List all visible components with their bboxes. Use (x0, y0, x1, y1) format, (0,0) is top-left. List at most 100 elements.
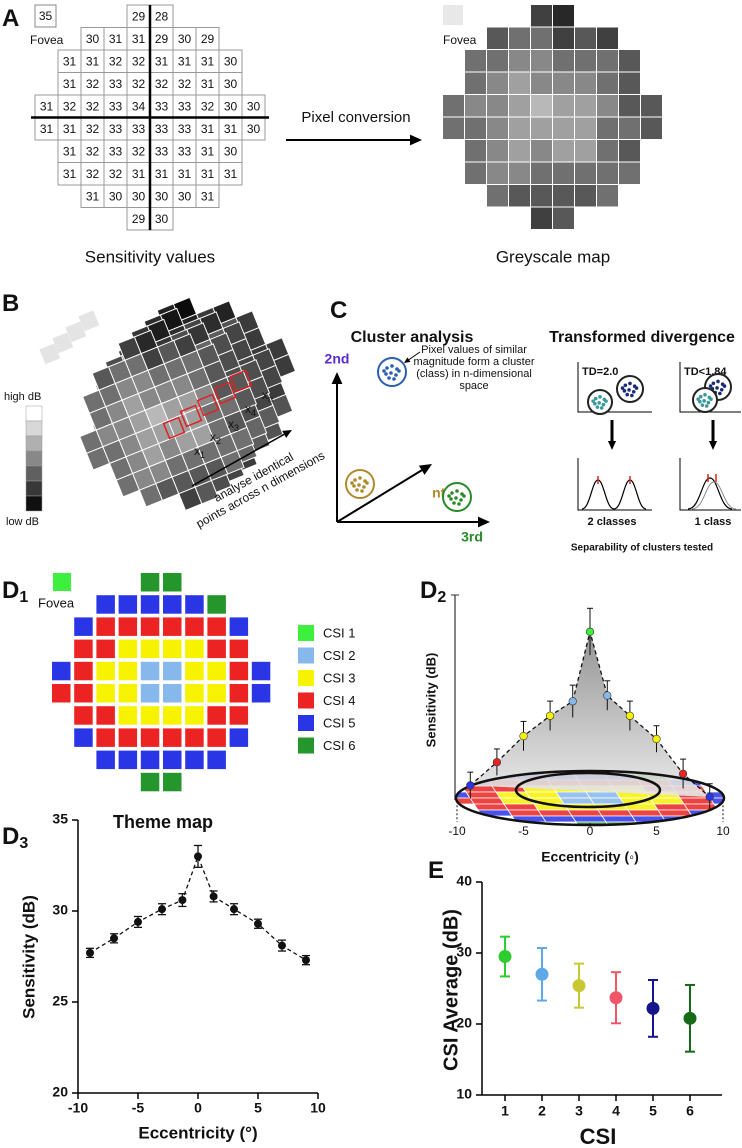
floor-cell (555, 791, 591, 799)
cluster-note: Pixel values of similar (421, 344, 527, 356)
theme-cell (185, 750, 204, 770)
theme-cell (140, 595, 160, 614)
layer-cell (229, 426, 255, 452)
point (158, 905, 166, 914)
grey-cell (531, 27, 552, 49)
grey-cell (465, 72, 486, 94)
theme-cell (96, 639, 115, 659)
grey-cell (575, 162, 596, 184)
theme-cell (96, 706, 115, 725)
sensitivity-value: 32 (201, 99, 215, 113)
d2-point (678, 769, 688, 778)
arrow (607, 420, 617, 450)
theme-cell (207, 684, 226, 703)
cluster-dot (350, 481, 354, 485)
theme-cell (229, 706, 249, 725)
sensitivity-value: 31 (201, 122, 215, 136)
test-result: 2 classes (588, 516, 637, 528)
cluster-dot (387, 376, 391, 380)
theme-cell (118, 617, 138, 636)
sensitivity-value: 29 (155, 32, 169, 46)
cluster-dot (457, 502, 461, 506)
theme-cell (163, 617, 182, 636)
floor-cell (456, 791, 471, 799)
arrow (337, 516, 490, 528)
sensitivity-value: 31 (63, 122, 77, 136)
theme-cell (140, 639, 160, 659)
arrow-head (404, 357, 411, 363)
theme-cell (118, 750, 138, 770)
floor-cell (657, 809, 693, 817)
cluster-dot (353, 478, 357, 482)
grey-cell (531, 95, 552, 117)
x-tick-label: 10 (716, 824, 730, 838)
fovea-cell (34, 4, 57, 28)
sensitivity-value: 32 (86, 99, 100, 113)
x-tick-label: 1 (501, 1103, 509, 1119)
grey-cell (531, 162, 552, 184)
panel-label-main: E (428, 857, 444, 884)
y-tick-label: 40 (456, 873, 472, 889)
y-tick-label: 10 (456, 1086, 472, 1102)
y-tick-label: 20 (456, 1015, 472, 1031)
cluster-dot (397, 369, 401, 373)
sensitivity-value: 32 (86, 167, 100, 181)
floor-cell (589, 797, 625, 805)
d2-point (625, 711, 635, 720)
legend-step (25, 450, 43, 467)
grey-cell (597, 95, 618, 117)
x-tick-label: 4 (612, 1103, 620, 1119)
panel-label-main: D (420, 577, 437, 604)
sensitivity-value: 33 (155, 99, 169, 113)
floor-cell (571, 815, 607, 823)
grey-cell (465, 140, 486, 162)
sensitivity-value: 31 (109, 32, 123, 46)
grey-cell (487, 140, 508, 162)
d2-point (545, 711, 555, 720)
theme-cell (140, 684, 160, 703)
cluster-dot (357, 483, 361, 487)
sensitivity-value: 31 (201, 144, 215, 158)
theme-cell (118, 684, 138, 703)
x-tick-label: 5 (653, 824, 660, 838)
point-label: x3 (228, 417, 239, 433)
legend-label: CSI 1 (323, 625, 356, 640)
floor-cell (465, 791, 501, 799)
sensitivity-value: 30 (224, 99, 238, 113)
dist-curve (687, 477, 733, 510)
grey-cell (553, 185, 574, 207)
cluster-dot (698, 394, 703, 399)
arrow (191, 430, 292, 487)
grey-cell (619, 95, 640, 117)
grey-cell (487, 72, 508, 94)
cluster-dot (620, 386, 625, 390)
floor-cell (525, 791, 561, 799)
point (209, 892, 218, 901)
axis-label: 2nd (325, 351, 350, 367)
theme-cell (207, 750, 226, 770)
cluster-dot (696, 397, 700, 401)
point (302, 956, 310, 965)
y-tick-label: 20 (52, 1084, 68, 1100)
legend-step (25, 420, 43, 437)
theme-cell (140, 750, 160, 770)
legend-label: CSI 5 (323, 715, 356, 730)
cluster-dot (597, 401, 601, 405)
axis-label: 3rd (461, 529, 483, 545)
layer-fovea (52, 332, 74, 354)
grey-cell (619, 140, 640, 162)
point (498, 950, 512, 964)
legend-label: CSI 3 (323, 670, 356, 685)
floor-cell (559, 797, 595, 805)
x-tick-label: 2 (538, 1103, 546, 1119)
theme-cell (229, 661, 249, 681)
grey-cell (597, 162, 618, 184)
theme-cell (163, 706, 182, 725)
point (86, 948, 94, 957)
sensitivity-value: 30 (224, 54, 238, 68)
theme-cell (229, 639, 249, 659)
x-tick-label: 0 (587, 824, 594, 838)
arrow (708, 420, 718, 450)
cluster-dot (715, 386, 719, 390)
grey-cell (509, 140, 530, 162)
